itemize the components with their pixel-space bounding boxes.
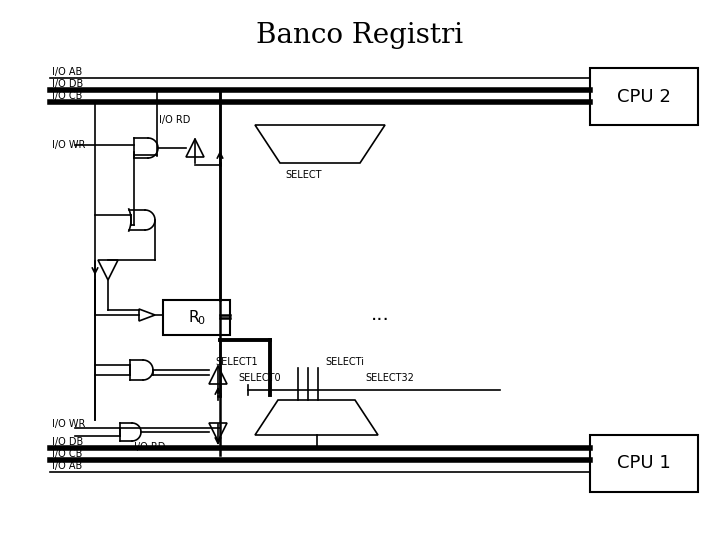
Text: SELECTi: SELECTi [325, 357, 364, 367]
Text: SELECT1: SELECT1 [215, 357, 258, 367]
Text: I/O AB: I/O AB [52, 461, 82, 471]
Text: CPU 2: CPU 2 [617, 87, 671, 105]
Text: SELECT: SELECT [285, 170, 322, 180]
Text: Banco Registri: Banco Registri [256, 22, 464, 49]
Bar [163, 300, 230, 335]
Text: I/O DB: I/O DB [52, 79, 84, 89]
Text: SELECT32: SELECT32 [365, 373, 414, 383]
Text: CPU 1: CPU 1 [617, 455, 671, 472]
Text: I/O CB: I/O CB [52, 91, 82, 101]
FancyBboxPatch shape [590, 435, 698, 492]
Text: I/O RD: I/O RD [159, 115, 190, 125]
FancyBboxPatch shape [590, 68, 698, 125]
Text: I/O WR: I/O WR [52, 140, 86, 150]
Text: I/O WR: I/O WR [52, 419, 86, 429]
Text: I/O AB: I/O AB [52, 67, 82, 77]
Text: SELECT0: SELECT0 [238, 373, 281, 383]
Text: 0: 0 [197, 316, 204, 327]
Text: ...: ... [371, 306, 390, 325]
Text: I/O CB: I/O CB [52, 449, 82, 459]
Text: I/O RD: I/O RD [134, 442, 166, 452]
Text: R: R [188, 310, 199, 325]
Text: I/O DB: I/O DB [52, 437, 84, 447]
